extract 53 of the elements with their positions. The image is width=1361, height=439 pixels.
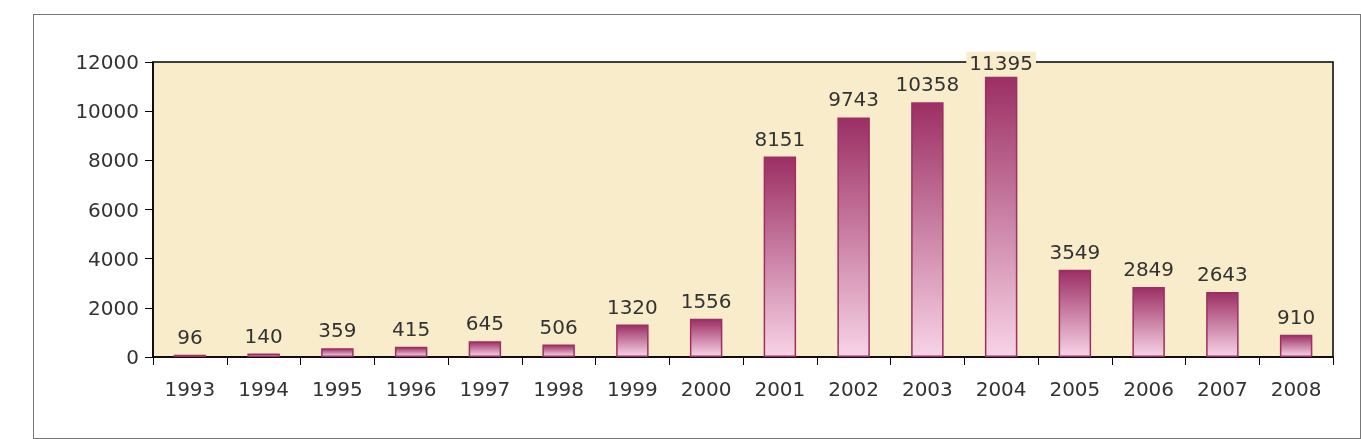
x-tick-label: 1998 xyxy=(533,377,585,401)
bar xyxy=(984,76,1018,357)
data-label: 11395 xyxy=(969,50,1033,75)
y-tick-label: 4000 xyxy=(88,246,139,271)
x-tick-label: 2008 xyxy=(1270,377,1322,401)
x-tick-label: 1993 xyxy=(164,377,216,401)
y-tick-label: 6000 xyxy=(88,197,139,222)
y-tick-label: 12000 xyxy=(75,50,139,74)
x-tick-label: 1996 xyxy=(385,377,437,401)
bar xyxy=(321,348,354,357)
bar xyxy=(763,156,797,357)
data-label: 2643 xyxy=(1196,262,1248,287)
x-tick-label: 1995 xyxy=(311,377,363,401)
data-label: 506 xyxy=(539,314,578,339)
bar xyxy=(837,117,870,357)
data-label: 910 xyxy=(1277,304,1316,329)
bar xyxy=(1279,334,1313,357)
data-label: 1556 xyxy=(680,288,732,313)
bar xyxy=(468,341,502,357)
bar xyxy=(1206,292,1239,357)
bar xyxy=(616,324,649,357)
data-label: 10358 xyxy=(895,72,960,97)
x-tick-label: 1994 xyxy=(238,377,290,401)
bar xyxy=(542,344,575,357)
y-tick-label: 10000 xyxy=(75,99,139,124)
bar xyxy=(1058,269,1092,357)
data-label: 359 xyxy=(318,318,357,343)
y-tick-label: 8000 xyxy=(88,148,139,173)
data-label: 3549 xyxy=(1049,239,1101,264)
x-tick-label: 2005 xyxy=(1049,377,1101,401)
y-tick-label: 0 xyxy=(126,345,139,369)
data-label: 8151 xyxy=(754,126,806,151)
x-tick-label: 2002 xyxy=(828,377,880,401)
data-label: 9743 xyxy=(828,87,880,112)
y-tick-label: 2000 xyxy=(88,295,139,320)
x-tick-label: 2000 xyxy=(680,377,732,401)
bar xyxy=(911,102,944,357)
x-tick-label: 2007 xyxy=(1196,377,1248,401)
x-tick-label: 1999 xyxy=(606,377,658,401)
bar xyxy=(689,318,723,357)
x-tick-label: 1997 xyxy=(459,377,511,401)
bar xyxy=(394,346,428,357)
data-label: 140 xyxy=(244,323,283,348)
x-tick-label: 2001 xyxy=(754,377,806,401)
data-label: 415 xyxy=(392,316,431,341)
data-label: 2849 xyxy=(1123,256,1175,281)
data-label: 645 xyxy=(465,311,504,336)
data-label: 96 xyxy=(177,324,203,349)
x-tick-label: 2003 xyxy=(901,377,953,401)
x-tick-label: 2004 xyxy=(975,377,1027,401)
bar xyxy=(1132,286,1165,357)
x-tick-label: 2006 xyxy=(1123,377,1175,401)
data-label: 1320 xyxy=(606,294,658,319)
